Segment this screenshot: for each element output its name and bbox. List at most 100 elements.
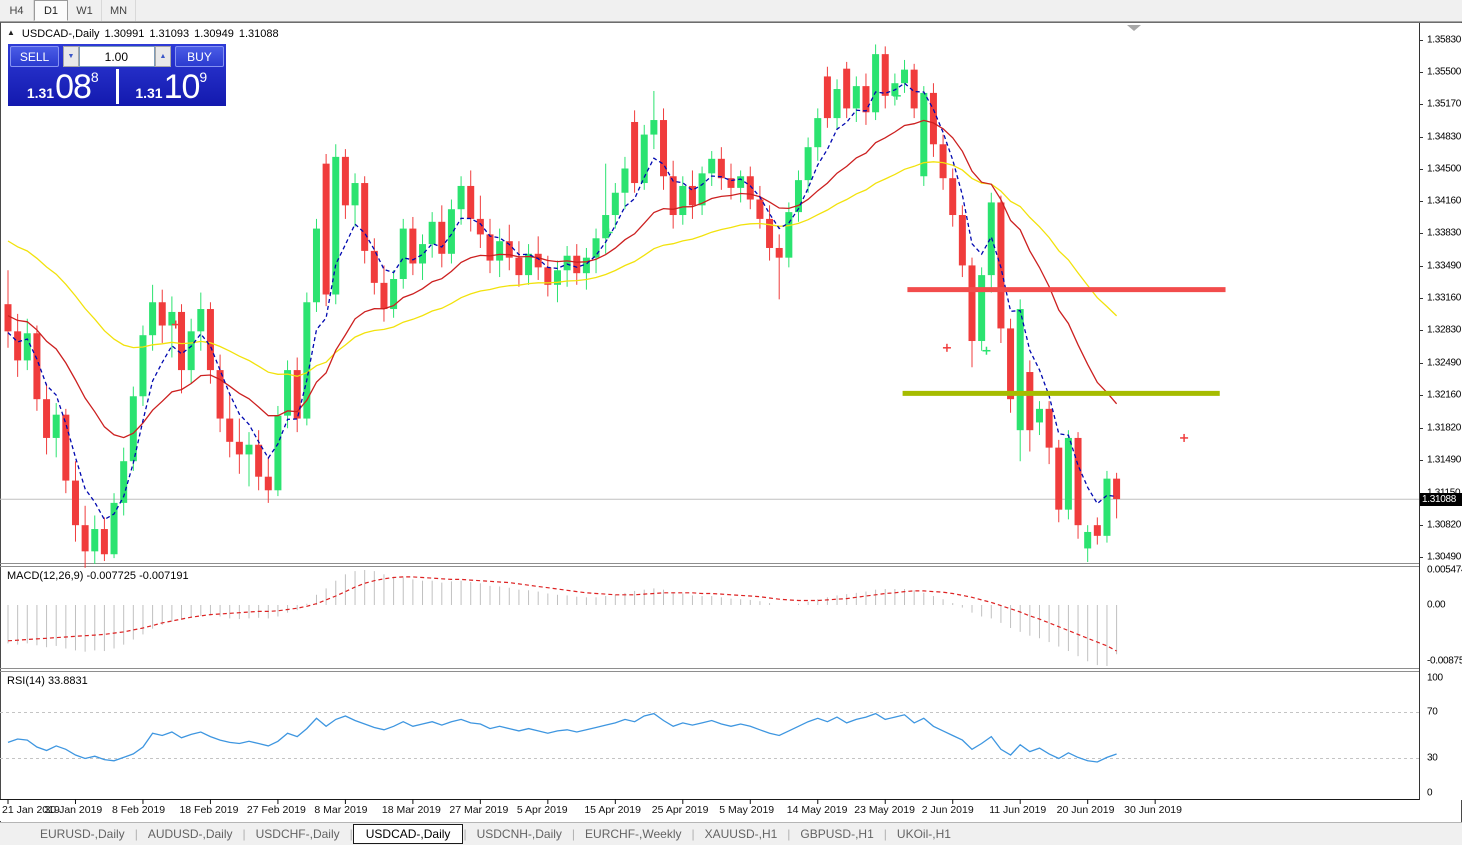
price-tick-mark xyxy=(1419,103,1423,105)
price-tick-label: 1.35830 xyxy=(1427,34,1462,46)
price-tick-label: 1.30820 xyxy=(1427,519,1462,531)
price-tick-label: 1.35500 xyxy=(1427,66,1462,78)
period-button-h4[interactable]: H4 xyxy=(0,0,34,21)
tab-separator: | xyxy=(463,827,467,841)
price-tick-mark xyxy=(1419,395,1423,397)
price-tick-label: 1.33830 xyxy=(1427,227,1462,239)
price-tick-label: 1.33490 xyxy=(1427,260,1462,272)
chart-tab-ukoilh1[interactable]: UKOil-,H1 xyxy=(896,827,951,841)
sell-price-main: 1.31 xyxy=(26,85,55,101)
price-tick-mark xyxy=(1419,428,1423,430)
date-tick-label: 14 May 2019 xyxy=(786,804,848,816)
volume-down-button[interactable]: ▼ xyxy=(63,46,79,67)
date-tick-label: 18 Feb 2019 xyxy=(179,804,239,816)
one-click-trading-panel: SELL ▼ 1.00 ▲ BUY 1.31 08 8 1.31 10 9 xyxy=(8,44,226,106)
date-tick-label: 25 Apr 2019 xyxy=(651,804,709,816)
chart-title-bar: ▲ USDCAD-,Daily 1.30991 1.31093 1.30949 … xyxy=(7,28,279,40)
period-button-w1[interactable]: W1 xyxy=(68,0,102,21)
chart-window xyxy=(0,22,1462,822)
ohlc-low: 1.30949 xyxy=(194,28,234,40)
collapse-arrow-icon[interactable]: ▲ xyxy=(7,28,15,37)
date-tick-label: 8 Feb 2019 xyxy=(111,804,166,816)
tab-separator: | xyxy=(691,827,695,841)
macd-scale-bottom: -0.008752 xyxy=(1427,655,1462,667)
chart-tab-eurchfweekly[interactable]: EURCHF-,Weekly xyxy=(585,827,682,841)
chart-tab-usdcnhdaily[interactable]: USDCNH-,Daily xyxy=(476,827,562,841)
ohlc-high: 1.31093 xyxy=(149,28,190,40)
price-tick-mark xyxy=(1419,39,1423,41)
price-axis[interactable] xyxy=(1419,23,1462,800)
price-tick-mark xyxy=(1419,557,1423,559)
date-tick-label: 11 Jun 2019 xyxy=(989,804,1047,816)
chart-tab-eurusddaily[interactable]: EURUSD-,Daily xyxy=(40,827,125,841)
period-button-mn[interactable]: MN xyxy=(102,0,136,21)
macd-label: MACD(12,26,9) -0.007725 -0.007191 xyxy=(7,570,189,582)
chart-tab-xauusdh1[interactable]: XAUUSD-,H1 xyxy=(704,827,778,841)
date-tick-label: 15 Apr 2019 xyxy=(584,804,641,816)
main-macd-splitter-line2 xyxy=(0,566,1462,567)
sell-price-display[interactable]: 1.31 08 8 xyxy=(10,69,116,104)
buy-price-main: 1.31 xyxy=(135,85,163,101)
price-tick-label: 1.30490 xyxy=(1427,551,1462,563)
date-tick-label: 27 Feb 2019 xyxy=(246,804,306,816)
sell-price-big: 08 xyxy=(55,68,92,107)
date-tick-label: 8 Mar 2019 xyxy=(314,804,368,816)
price-tick-label: 1.34830 xyxy=(1427,131,1462,143)
price-tick-label: 1.32160 xyxy=(1427,389,1462,401)
date-tick-label: 21 Jan 2019 xyxy=(2,804,60,816)
price-tick-label: 1.32490 xyxy=(1427,357,1462,369)
date-tick-label: 5 Apr 2019 xyxy=(516,804,568,816)
rsi-scale-label: 70 xyxy=(1427,706,1438,718)
price-tick-mark xyxy=(1419,363,1423,365)
buy-button[interactable]: BUY xyxy=(175,46,224,67)
price-tick-mark xyxy=(1419,266,1423,268)
macd-scale-top: 0.005474 xyxy=(1427,564,1462,576)
rsi-label: RSI(14) 33.8831 xyxy=(7,675,88,687)
macd-rsi-splitter[interactable] xyxy=(0,668,1462,669)
period-button-d1[interactable]: D1 xyxy=(34,0,68,21)
price-tick-mark xyxy=(1419,525,1423,527)
price-tick-mark xyxy=(1419,168,1423,170)
rsi-scale-label: 30 xyxy=(1427,752,1438,764)
date-tick-label: 27 Mar 2019 xyxy=(449,804,509,816)
date-tick-label: 30 Jan 2019 xyxy=(44,804,103,816)
buy-price-display[interactable]: 1.31 10 9 xyxy=(119,69,225,104)
ohlc-open: 1.30991 xyxy=(104,28,145,40)
price-tick-label: 1.32830 xyxy=(1427,324,1462,336)
price-tick-label: 1.34500 xyxy=(1427,163,1462,174)
tab-separator: | xyxy=(134,827,138,841)
date-tick-label: 2 Jun 2019 xyxy=(921,804,974,816)
chart-tab-audusddaily[interactable]: AUDUSD-,Daily xyxy=(147,827,233,841)
price-tick-label: 1.35170 xyxy=(1427,98,1462,110)
price-tick-label: 1.31820 xyxy=(1427,422,1462,434)
date-axis[interactable]: 21 Jan 2019 30 Jan 2019 8 Feb 2019 18 Feb 2… xyxy=(0,799,1419,821)
price-tick-mark xyxy=(1419,330,1423,332)
tab-separator: | xyxy=(571,827,576,841)
date-tick-label: 5 May 2019 xyxy=(719,804,775,816)
price-tick-mark xyxy=(1419,460,1423,462)
tab-separator: | xyxy=(883,827,887,841)
price-tick-mark xyxy=(1419,136,1423,138)
ohlc-close: 1.31088 xyxy=(238,28,279,40)
chart-tab-usdchfdaily[interactable]: USDCHF-,Daily xyxy=(255,827,340,841)
date-tick-label: 20 Jun 2019 xyxy=(1056,804,1115,816)
tab-separator: | xyxy=(787,827,791,841)
period-toolbar: H4 D1 W1 MN xyxy=(0,0,1462,22)
chart-symbol-label: USDCAD-,Daily xyxy=(21,28,100,40)
price-tick-mark xyxy=(1419,298,1423,300)
macd-rsi-splitter-line2 xyxy=(0,671,1462,672)
main-macd-splitter[interactable] xyxy=(0,563,1462,564)
date-tick-label: 30 Jun 2019 xyxy=(1124,804,1182,816)
rsi-scale-label: 100 xyxy=(1427,672,1443,684)
volume-up-button[interactable]: ▲ xyxy=(155,46,171,67)
sell-button[interactable]: SELL xyxy=(10,46,59,67)
price-tick-label: 1.33160 xyxy=(1427,292,1462,304)
chart-tab-gbpusdh1[interactable]: GBPUSD-,H1 xyxy=(800,827,874,841)
chart-tab-usdcaddaily[interactable]: USDCAD-,Daily xyxy=(352,824,464,844)
price-divider xyxy=(115,69,119,104)
price-tick-label: 1.31150 xyxy=(1427,488,1461,499)
volume-input[interactable]: 1.00 xyxy=(79,46,155,67)
buy-price-sup: 9 xyxy=(199,69,208,85)
